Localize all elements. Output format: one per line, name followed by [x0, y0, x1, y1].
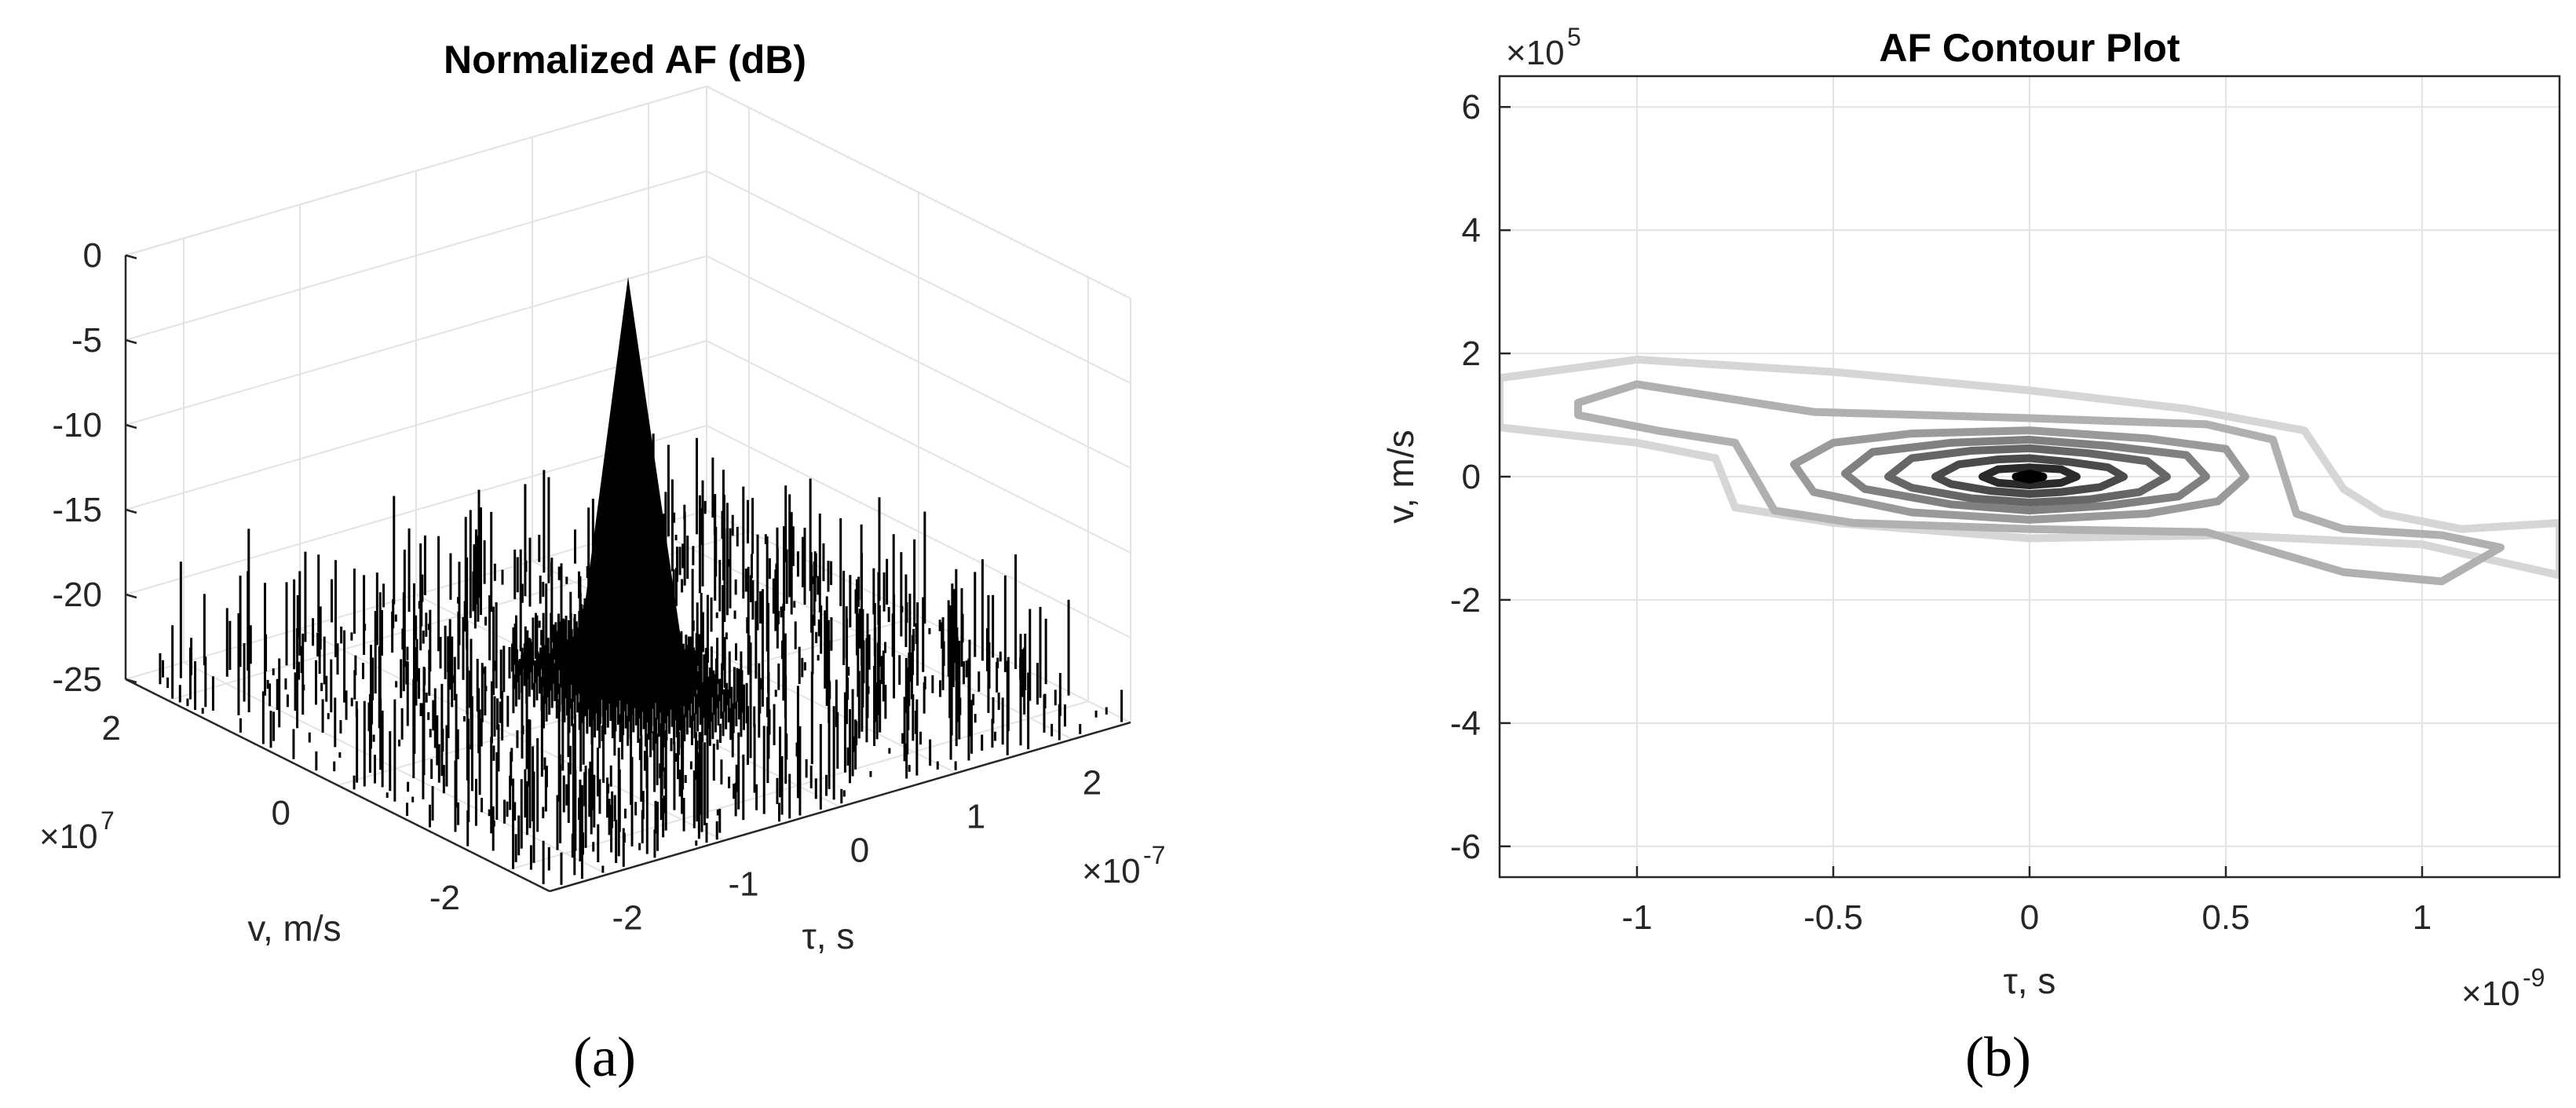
- contour-y-tick-label: -4: [1450, 704, 1481, 743]
- contour-plot-title: AF Contour Plot: [1879, 26, 2180, 70]
- contour-plot-ylabel: v, m/s: [1380, 430, 1421, 523]
- box-edge: [706, 86, 1131, 299]
- contour-y-tick-label: -6: [1450, 828, 1481, 866]
- x-tick-label: -2: [612, 899, 642, 938]
- back-wall-gridline: [125, 255, 707, 426]
- side-wall-gridline: [706, 255, 1131, 469]
- back-wall-gridline: [125, 340, 707, 510]
- contour-y-tick-label: 0: [1462, 458, 1481, 496]
- z-tick-mark: [125, 508, 137, 514]
- side-wall-gridline: [706, 340, 1131, 554]
- side-wall-gridline: [706, 425, 1131, 638]
- contour-plot-panel: -1 -0.5 0 0.5 1 6 4 2 0 -2 -4 -6 AF Contour Plot ×1…: [1380, 23, 2561, 1088]
- main-peak: [573, 276, 691, 708]
- contour-y-tick-label: -2: [1450, 581, 1481, 620]
- z-tick-label: 0: [83, 236, 102, 275]
- z-tick-mark: [125, 593, 137, 599]
- contour-x-tick-label: 1: [2413, 898, 2432, 937]
- contour-y-tick-label: 4: [1462, 211, 1481, 250]
- y-tick-label: 2: [102, 709, 121, 748]
- surface-plot-caption: (a): [573, 1026, 636, 1088]
- contour-plot-lines: [1500, 355, 2560, 586]
- z-tick-mark: [125, 423, 137, 430]
- surface-plot-y-exponent: ×10 7: [39, 806, 115, 856]
- contour-plot-ticks: -1 -0.5 0 0.5 1 6 4 2 0 -2 -4 -6: [1450, 88, 2432, 937]
- y-tick-label: 0: [272, 794, 290, 832]
- contour-y-tick-label: 6: [1462, 88, 1481, 126]
- contour-line-level-6: [1931, 454, 2128, 498]
- box-edge: [125, 86, 707, 256]
- contour-plot-xlabel: τ, s: [2004, 960, 2056, 1001]
- z-tick-label: -10: [52, 406, 102, 444]
- y-axis-line: [125, 678, 550, 893]
- surface-plot-ylabel: v, m/s: [247, 908, 341, 949]
- contour-line-level-7: [1979, 463, 2081, 489]
- contour-plot-x-exponent: ×10 -9: [2461, 964, 2545, 1013]
- z-tick-label: -20: [52, 576, 102, 614]
- svg-text:7: 7: [100, 806, 115, 835]
- contour-line-level-1: [1500, 355, 2560, 580]
- contour-line-level-2: [1574, 380, 2505, 586]
- z-tick-label: -25: [52, 660, 102, 699]
- z-tick-label: -5: [71, 321, 102, 360]
- contour-line-level-3: [1790, 426, 2249, 524]
- side-wall-gridline: [706, 170, 1131, 384]
- y-tick-label: -2: [429, 879, 460, 917]
- back-wall-gridline: [125, 170, 707, 341]
- contour-line-level-8: [2011, 470, 2048, 484]
- contour-x-tick-label: 0.5: [2201, 898, 2249, 937]
- surface-plot-xlabel: τ, s: [802, 916, 855, 956]
- contour-plot-caption: (b): [1965, 1026, 2031, 1088]
- surface-plot-x-exponent: ×10 -7: [1082, 841, 1165, 890]
- contour-x-tick-label: -0.5: [1803, 898, 1863, 937]
- contour-x-tick-label: 0: [2020, 898, 2039, 937]
- surface-plot-title: Normalized AF (dB): [444, 38, 806, 82]
- x-tick-label: 0: [850, 832, 869, 870]
- svg-text:×10: ×10: [2461, 975, 2520, 1013]
- contour-line-level-5: [1884, 444, 2171, 506]
- x-tick-label: 2: [1083, 764, 1102, 803]
- svg-text:-7: -7: [1143, 841, 1165, 869]
- svg-text:5: 5: [1567, 23, 1581, 51]
- z-tick-mark: [125, 338, 137, 345]
- x-tick-label: -1: [728, 865, 758, 904]
- x-axis-line: [549, 721, 1131, 893]
- svg-text:×10: ×10: [1506, 34, 1565, 72]
- contour-plot-y-exponent: ×10 5: [1506, 23, 1581, 72]
- svg-text:-9: -9: [2523, 964, 2545, 992]
- contour-line-level-4: [1841, 435, 2210, 515]
- z-tick-mark: [125, 254, 137, 260]
- svg-text:×10: ×10: [1082, 852, 1141, 890]
- z-tick-label: -15: [52, 491, 102, 529]
- z-tick-mark: [125, 678, 137, 684]
- contour-x-tick-label: -1: [1621, 898, 1652, 937]
- surface-plot-spikes: [159, 276, 1124, 885]
- contour-y-tick-label: 2: [1462, 335, 1481, 373]
- svg-text:×10: ×10: [39, 817, 98, 856]
- x-tick-label: 1: [966, 798, 985, 836]
